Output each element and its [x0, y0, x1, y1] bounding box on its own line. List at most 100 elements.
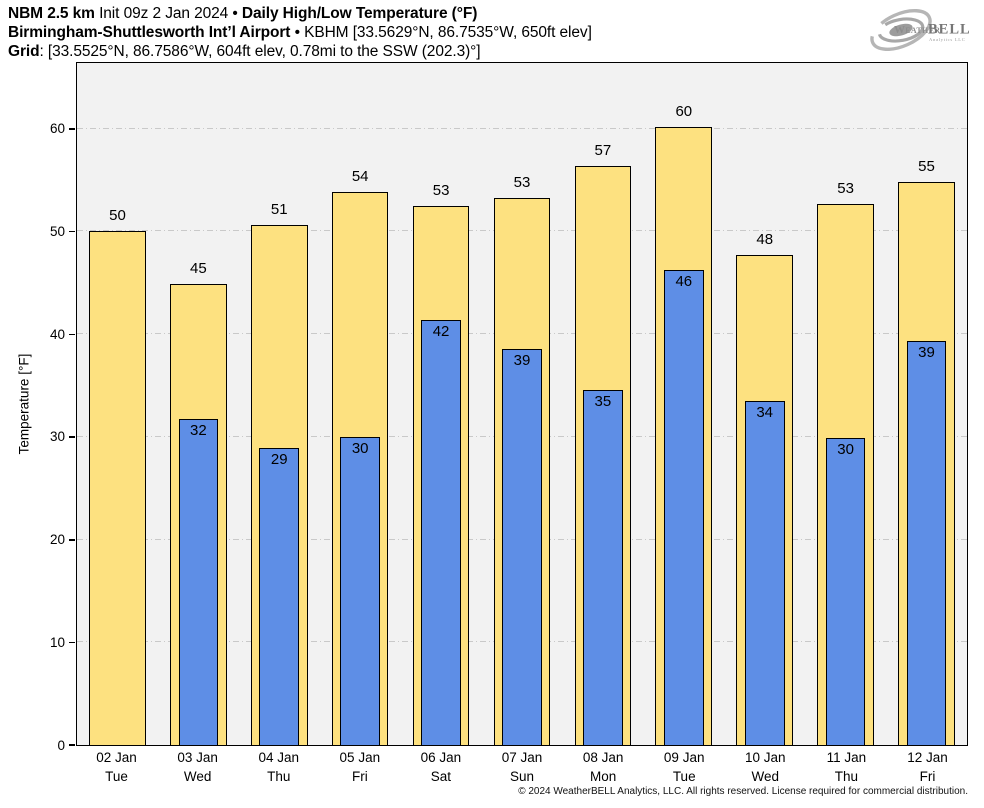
high-value-label: 60 [675, 102, 693, 120]
low-value-label: 39 [918, 344, 935, 362]
x-tick-day: Thu [834, 768, 859, 784]
copyright-text: © 2024 WeatherBELL Analytics, LLC. All r… [518, 786, 968, 797]
y-tick-60 [69, 128, 75, 130]
low-bar: 39 [906, 341, 947, 746]
logo-text-analytics: Analytics LLC [929, 37, 966, 42]
low-value-label: 30 [837, 440, 854, 458]
low-bar: 34 [744, 400, 785, 746]
x-tick-day: Mon [589, 768, 617, 784]
bar-group-02-jan: 50 [77, 63, 158, 746]
low-value-label: 46 [675, 273, 693, 291]
y-tick-label-30: 30 [49, 429, 65, 445]
x-tick-label: 04 Jan Thu [238, 749, 319, 786]
bar-group-03-jan: 45 32 [158, 63, 239, 746]
chart-title: Daily High/Low Temperature (°F) [241, 5, 478, 22]
y-tick-label-40: 40 [49, 326, 65, 342]
y-tick-label-60: 60 [49, 121, 65, 136]
gridline-60 [77, 127, 967, 129]
x-tick-date: 05 Jan [339, 750, 381, 765]
x-tick-day: Fri [919, 768, 936, 784]
header-line-2: Birmingham-Shuttlesworth Int’l Airport •… [8, 23, 592, 42]
low-bar: 32 [178, 419, 219, 746]
bar-group-05-jan: 54 30 [320, 63, 401, 746]
x-tick-date: 12 Jan [907, 750, 948, 765]
high-value-label: 55 [918, 158, 935, 176]
station-name: Birmingham-Shuttlesworth Int’l Airport [8, 24, 291, 41]
low-bar: 46 [663, 270, 704, 746]
bar-group-08-jan: 57 35 [562, 63, 643, 746]
y-tick-label-10: 10 [49, 634, 65, 650]
high-value-label: 50 [109, 207, 126, 225]
init-time: Init 09z 2 Jan 2024 • [94, 5, 242, 22]
low-bar: 39 [502, 348, 542, 746]
low-value-label: 42 [432, 322, 450, 340]
low-value-label: 32 [190, 422, 207, 440]
low-bar: 30 [825, 437, 866, 746]
low-bar: 30 [340, 436, 380, 746]
swirl-icon [870, 8, 932, 52]
y-tick-50 [69, 230, 75, 233]
x-tick-date: 06 Jan [420, 750, 462, 765]
x-tick-day: Tue [672, 768, 696, 784]
x-tick-label: 07 Jan Sun [481, 749, 562, 786]
x-tick-day: Wed [183, 768, 212, 784]
y-tick-10 [69, 641, 75, 644]
x-tick-label: 09 Jan Tue [644, 749, 725, 786]
high-bar [89, 231, 146, 746]
chart-header: NBM 2.5 km Init 09z 2 Jan 2024 • Daily H… [8, 4, 592, 61]
plot-area: 50 45 32 51 29 54 30 53 42 53 39 57 35 60 46 48 34 53 30 55… [50, 62, 968, 751]
x-tick-date: 11 Jan [826, 750, 867, 765]
high-value-label: 51 [270, 201, 288, 219]
x-tick-day: Fri [351, 768, 368, 784]
grid-coords: : [33.5525°N, 86.7586°W, 604ft elev, 0.7… [39, 43, 481, 60]
high-value-label: 45 [190, 259, 207, 277]
bar-group-12-jan: 55 39 [886, 63, 967, 746]
x-tick-label: 06 Jan Sat [400, 749, 481, 786]
y-tick-40 [69, 333, 75, 336]
bar-group-06-jan: 53 42 [401, 63, 482, 746]
bar-groups: 50 45 32 51 29 54 30 53 42 53 39 57 35 60 46 48 34 53 30 55… [77, 63, 967, 746]
logo-text-weather: Weather [894, 24, 940, 36]
x-axis-labels: 02 Jan Tue 03 Jan Wed 04 Jan Thu 05 Jan Fri 06 J… [76, 749, 968, 786]
header-line-3: Grid: [33.5525°N, 86.7586°W, 604ft elev,… [8, 42, 592, 61]
x-tick-date: 03 Jan [177, 750, 218, 765]
high-value-label: 48 [756, 231, 774, 249]
high-value-label: 53 [837, 179, 854, 197]
bar-group-11-jan: 53 30 [805, 63, 886, 746]
low-value-label: 30 [351, 439, 369, 457]
low-bar: 42 [421, 319, 461, 746]
x-tick-label: 05 Jan Fri [319, 749, 400, 786]
x-tick-day: Sun [510, 768, 535, 784]
x-tick-day: Wed [751, 768, 780, 784]
x-tick-label: 12 Jan Fri [887, 749, 968, 786]
low-value-label: 39 [513, 351, 531, 369]
x-tick-day: Tue [105, 768, 128, 784]
y-tick-0 [69, 744, 75, 746]
high-value-label: 53 [432, 181, 450, 199]
x-tick-label: 02 Jan Tue [76, 749, 157, 786]
x-tick-label: 08 Jan Mon [563, 749, 644, 786]
high-value-label: 54 [351, 168, 369, 186]
y-tick-label-0: 0 [57, 737, 65, 753]
header-line-1: NBM 2.5 km Init 09z 2 Jan 2024 • Daily H… [8, 4, 592, 23]
x-tick-date: 04 Jan [258, 750, 299, 765]
bar-group-07-jan: 53 39 [482, 63, 563, 746]
grid-label: Grid [8, 43, 40, 60]
x-tick-date: 10 Jan [745, 750, 786, 765]
low-bar: 35 [583, 389, 623, 746]
y-tick-label-50: 50 [49, 223, 65, 239]
y-tick-label-20: 20 [49, 531, 65, 547]
weatherbell-logo: Weather BELL Analytics LLC [870, 8, 970, 52]
high-value-label: 53 [513, 173, 531, 191]
x-tick-label: 10 Jan Wed [725, 749, 806, 786]
x-tick-date: 02 Jan [96, 750, 137, 765]
bar-group-09-jan: 60 46 [643, 63, 724, 746]
high-value-label: 57 [594, 141, 612, 159]
bar-group-10-jan: 48 34 [724, 63, 805, 746]
x-tick-date: 07 Jan [501, 750, 543, 765]
low-bar: 29 [259, 448, 300, 746]
x-tick-date: 08 Jan [582, 750, 624, 765]
low-value-label: 35 [594, 392, 612, 410]
bar-group-04-jan: 51 29 [239, 63, 320, 746]
x-tick-date: 09 Jan [663, 750, 705, 765]
